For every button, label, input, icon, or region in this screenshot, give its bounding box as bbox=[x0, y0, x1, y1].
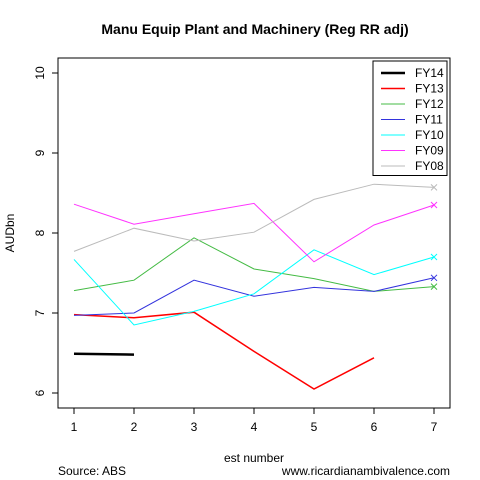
legend-label-fy11: FY11 bbox=[415, 113, 443, 127]
legend-label-fy12: FY12 bbox=[415, 97, 444, 111]
y-tick-label-10: 10 bbox=[33, 66, 47, 80]
legend-label-fy13: FY13 bbox=[415, 82, 444, 96]
y-tick-label-7: 7 bbox=[33, 309, 47, 316]
y-tick-label-6: 6 bbox=[33, 389, 47, 396]
y-tick-label-9: 9 bbox=[33, 149, 47, 156]
series-line-fy10 bbox=[73, 249, 435, 326]
end-marker-fy11 bbox=[430, 274, 438, 282]
x-tick-label-4: 4 bbox=[251, 420, 258, 434]
legend-label-fy10: FY10 bbox=[415, 128, 444, 142]
x-tick-label-2: 2 bbox=[131, 420, 138, 434]
y-tick-label-8: 8 bbox=[33, 229, 47, 236]
series-line-fy12 bbox=[73, 237, 435, 292]
legend-box bbox=[372, 60, 448, 176]
chart-title: Manu Equip Plant and Machinery (Reg RR a… bbox=[101, 21, 408, 37]
website-note: www.ricardianambivalence.com bbox=[281, 464, 450, 478]
series-line-fy09 bbox=[73, 202, 435, 263]
end-marker-fy10 bbox=[430, 253, 438, 261]
x-tick-label-3: 3 bbox=[191, 420, 198, 434]
x-tick-label-1: 1 bbox=[71, 420, 78, 434]
end-marker-fy08 bbox=[430, 184, 438, 191]
series-line-fy11 bbox=[73, 277, 435, 316]
x-axis-label: est number bbox=[224, 451, 284, 465]
x-tick-label-5: 5 bbox=[311, 420, 318, 434]
x-tick-label-7: 7 bbox=[431, 420, 438, 434]
y-axis-label: AUDbn bbox=[3, 214, 17, 253]
x-tick-label-6: 6 bbox=[371, 420, 378, 434]
source-note: Source: ABS bbox=[58, 464, 126, 478]
end-marker-fy09 bbox=[430, 201, 438, 209]
legend-label-fy08: FY08 bbox=[415, 159, 444, 173]
series-line-fy13 bbox=[73, 311, 375, 390]
end-marker-fy12 bbox=[430, 283, 438, 290]
legend-label-fy09: FY09 bbox=[415, 144, 444, 158]
series-line-fy14 bbox=[73, 352, 135, 356]
legend-label-fy14: FY14 bbox=[415, 66, 444, 80]
series-line-fy08 bbox=[73, 183, 435, 252]
